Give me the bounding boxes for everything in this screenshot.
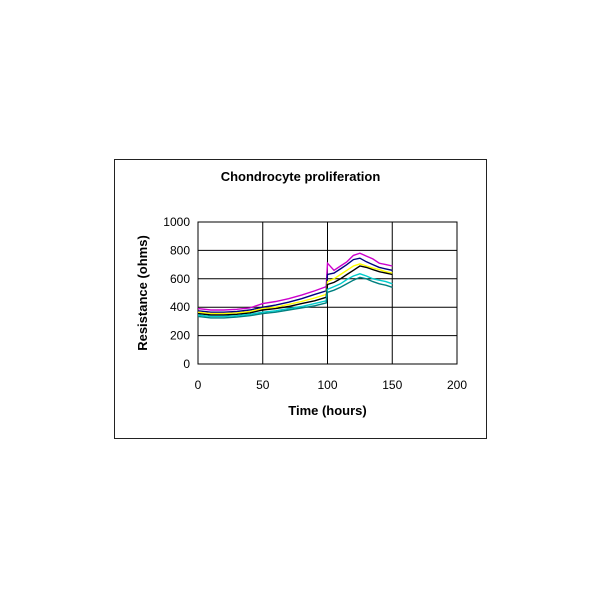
chart-title: Chondrocyte proliferation	[220, 169, 381, 184]
y-tick-label: 0	[183, 357, 190, 371]
y-tick-label: 400	[170, 300, 190, 314]
tick-layer: 0 200 400 600 800 1000 0 50 100 150 200	[163, 215, 467, 392]
series-layer	[197, 252, 393, 319]
x-tick-label: 0	[195, 378, 202, 392]
x-tick-label: 150	[382, 378, 402, 392]
series-line-6	[197, 276, 393, 319]
y-tick-label: 800	[170, 243, 190, 257]
series-line-1	[197, 252, 393, 311]
y-tick-label: 600	[170, 272, 190, 286]
x-axis-title: Time (hours)	[288, 403, 367, 418]
series-line-3	[197, 263, 393, 315]
x-tick-label: 50	[256, 378, 270, 392]
grid-layer	[197, 221, 458, 365]
x-tick-label: 200	[447, 378, 467, 392]
y-tick-label: 1000	[163, 215, 190, 229]
x-tick-label: 100	[317, 378, 337, 392]
y-axis-title: Resistance (ohms)	[135, 235, 150, 351]
y-tick-label: 200	[170, 329, 190, 343]
